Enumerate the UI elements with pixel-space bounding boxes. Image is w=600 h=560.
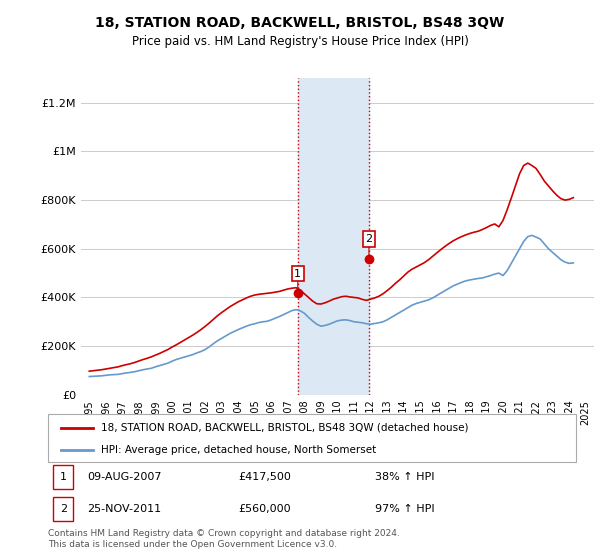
FancyBboxPatch shape: [48, 414, 576, 462]
Text: 18, STATION ROAD, BACKWELL, BRISTOL, BS48 3QW (detached house): 18, STATION ROAD, BACKWELL, BRISTOL, BS4…: [101, 423, 469, 433]
Text: £417,500: £417,500: [238, 472, 291, 482]
Text: 18, STATION ROAD, BACKWELL, BRISTOL, BS48 3QW: 18, STATION ROAD, BACKWELL, BRISTOL, BS4…: [95, 16, 505, 30]
Text: £560,000: £560,000: [238, 504, 291, 514]
FancyBboxPatch shape: [53, 465, 73, 489]
Text: Contains HM Land Registry data © Crown copyright and database right 2024.
This d: Contains HM Land Registry data © Crown c…: [48, 529, 400, 549]
Text: 1: 1: [60, 472, 67, 482]
Text: 2: 2: [60, 504, 67, 514]
Text: 1: 1: [294, 269, 301, 279]
FancyBboxPatch shape: [53, 497, 73, 521]
Text: HPI: Average price, detached house, North Somerset: HPI: Average price, detached house, Nort…: [101, 445, 376, 455]
Text: 97% ↑ HPI: 97% ↑ HPI: [376, 504, 435, 514]
Text: 38% ↑ HPI: 38% ↑ HPI: [376, 472, 435, 482]
Text: 25-NOV-2011: 25-NOV-2011: [88, 504, 162, 514]
Text: 2: 2: [365, 234, 373, 244]
Text: 09-AUG-2007: 09-AUG-2007: [88, 472, 162, 482]
Bar: [298, 78, 369, 395]
Text: Price paid vs. HM Land Registry's House Price Index (HPI): Price paid vs. HM Land Registry's House …: [131, 35, 469, 48]
